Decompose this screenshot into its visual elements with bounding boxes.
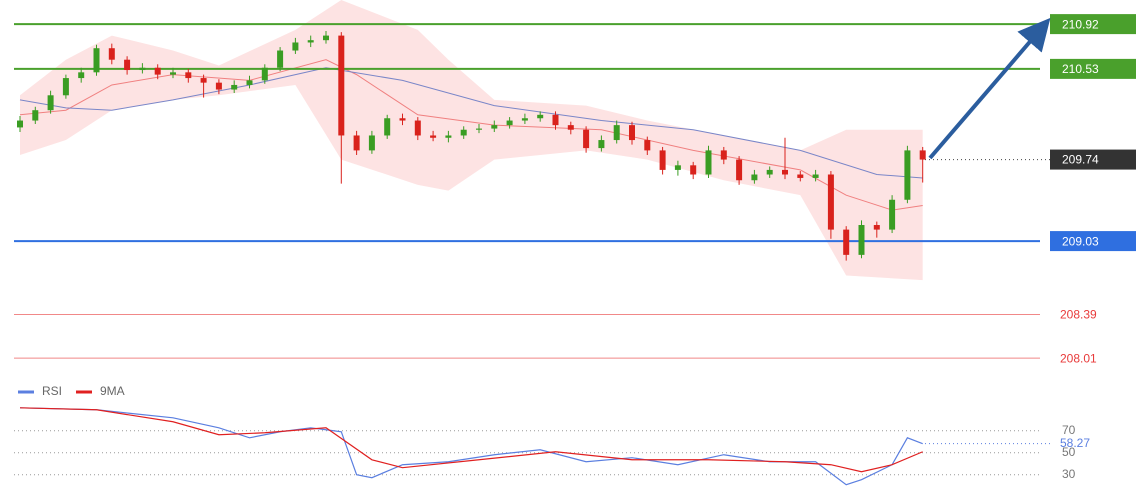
candle-body [567,125,574,130]
rsi-tick-label: 30 [1062,467,1076,481]
price-tag [1050,231,1136,252]
candle-body [858,225,865,255]
candle-body [812,174,819,178]
candle-body [62,78,69,96]
candle-body [705,150,712,175]
candle-body [399,118,406,121]
candle-body [108,48,115,60]
candle-body [873,225,880,230]
candle-body [139,67,146,71]
candle-body [445,135,452,138]
price-tag-label: 210.92 [1062,17,1099,31]
rsi-tick-label: 50 [1062,445,1076,459]
candle-body [323,35,329,41]
candle-body [460,129,467,136]
candle-body [521,118,528,121]
candle-body [277,50,284,68]
candle-body [93,48,100,73]
candle-body [17,120,23,128]
candle-body [78,72,85,79]
legend-label: 9MA [100,384,125,398]
candle-body [919,150,926,160]
candle-body [506,120,513,126]
candle-body [674,165,681,170]
candle-body [766,169,773,175]
candle-body [215,82,222,90]
candle-body [583,129,590,149]
candle-body [231,84,238,90]
price-tag-label: 209.74 [1062,153,1099,167]
rsi-tick-label: 70 [1062,423,1076,437]
candle-body [552,114,559,126]
price-tag-label: 209.03 [1062,234,1099,248]
candle-body [170,72,176,75]
candle-body [613,125,620,141]
candle-body [598,140,605,149]
candle-body [384,118,391,136]
candle-body [827,174,834,230]
level-label: 208.01 [1060,351,1097,365]
moving-average [19,67,923,179]
price-tag-label: 210.53 [1062,62,1099,76]
candle-body [629,125,635,141]
candle-body [414,120,421,136]
candle-body [720,150,727,160]
candle-body [154,67,161,75]
candle-body [736,159,743,181]
candle-body [751,174,758,181]
candle-body [124,59,131,71]
rsi-line [19,407,923,473]
candle-body [904,150,911,200]
candle-body [797,174,804,178]
candle-body [843,229,850,255]
candle-body [353,135,360,151]
candle-body [889,199,896,230]
candle-body [782,169,788,175]
candle-body [246,80,253,85]
candle-body [491,125,498,129]
level-label: 208.39 [1060,308,1097,322]
candle-body [690,165,697,175]
candle-body [261,67,268,81]
price-tag [1050,149,1136,170]
rsi-line [19,407,923,486]
candle-body [644,140,651,151]
candle-body [292,42,299,51]
candle-body [47,95,54,111]
candle-body [307,40,314,43]
candle-body [185,72,192,79]
candle-body [338,35,345,136]
candle-body [430,135,437,138]
legend-label: RSI [42,384,62,398]
rsi-current-label: 58.27 [1060,436,1090,450]
price-tag [1050,58,1136,79]
bollinger-band [20,0,923,281]
candle-body [200,78,207,83]
price-tag [1050,14,1136,35]
forecast-arrow [928,17,1051,160]
candle-body [659,150,666,170]
candle-body [32,110,39,121]
candle-body [476,128,482,130]
candle-body [368,135,375,151]
candle-body [537,114,544,119]
